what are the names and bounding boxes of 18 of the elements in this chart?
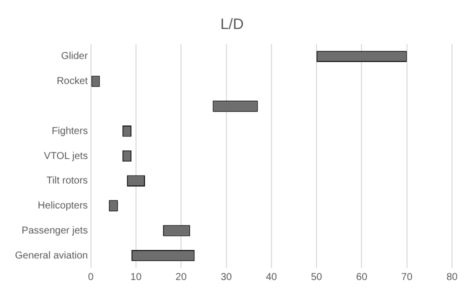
x-tick-label: 70 [401, 272, 413, 283]
x-tick-label: 10 [130, 272, 142, 283]
y-tick-label: Passenger jets [22, 225, 88, 236]
y-tick-label: Fighters [52, 126, 88, 137]
x-tick-label: 60 [356, 272, 368, 283]
y-tick-label: Helicopters [38, 200, 88, 212]
x-tick-label: 40 [266, 272, 278, 283]
x-tick-label: 0 [88, 272, 94, 283]
y-tick-label: Glider [61, 51, 88, 62]
chart-title: L/D [220, 16, 244, 34]
y-tick-label: General aviation [14, 250, 88, 262]
y-tick-label: Tilt rotors [46, 176, 88, 187]
x-tick-label: 20 [176, 272, 188, 283]
x-tick-label: 80 [446, 272, 458, 283]
y-tick-label: VTOL jets [44, 150, 88, 162]
x-tick-label: 50 [310, 272, 323, 283]
y-tick-label: Rocket [56, 76, 88, 88]
x-tick-label: 30 [220, 272, 232, 283]
